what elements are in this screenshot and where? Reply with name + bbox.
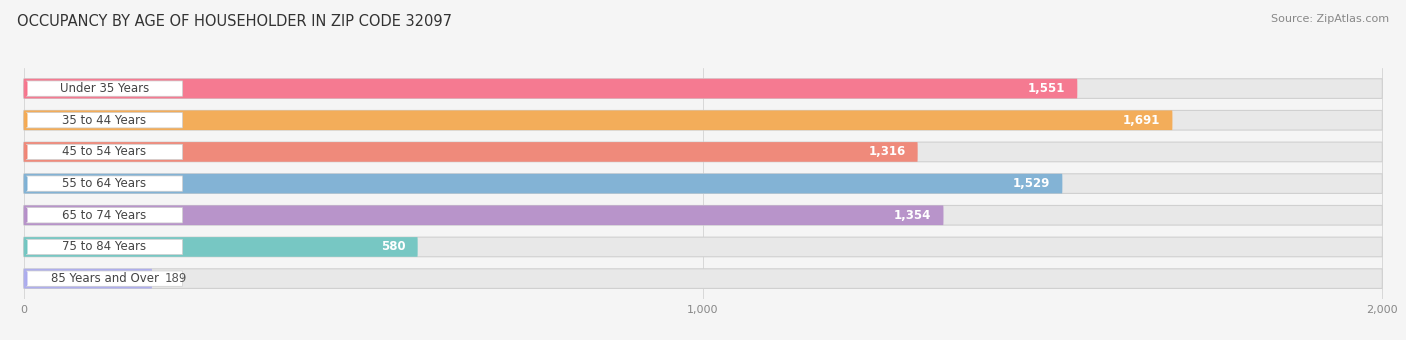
Text: 1,529: 1,529 (1012, 177, 1050, 190)
FancyBboxPatch shape (24, 174, 1063, 193)
FancyBboxPatch shape (24, 79, 1382, 98)
Text: 1,354: 1,354 (894, 209, 931, 222)
FancyBboxPatch shape (27, 176, 183, 191)
FancyBboxPatch shape (24, 205, 1382, 225)
FancyBboxPatch shape (24, 205, 943, 225)
Text: 35 to 44 Years: 35 to 44 Years (62, 114, 146, 127)
Text: 580: 580 (381, 240, 405, 253)
Text: OCCUPANCY BY AGE OF HOUSEHOLDER IN ZIP CODE 32097: OCCUPANCY BY AGE OF HOUSEHOLDER IN ZIP C… (17, 14, 451, 29)
FancyBboxPatch shape (24, 79, 1077, 98)
Text: 75 to 84 Years: 75 to 84 Years (62, 240, 146, 253)
FancyBboxPatch shape (24, 237, 418, 257)
Text: 65 to 74 Years: 65 to 74 Years (62, 209, 146, 222)
Text: 55 to 64 Years: 55 to 64 Years (62, 177, 146, 190)
FancyBboxPatch shape (27, 81, 183, 96)
FancyBboxPatch shape (24, 142, 1382, 162)
Text: Source: ZipAtlas.com: Source: ZipAtlas.com (1271, 14, 1389, 23)
FancyBboxPatch shape (27, 239, 183, 255)
FancyBboxPatch shape (27, 144, 183, 159)
FancyBboxPatch shape (24, 269, 1382, 288)
FancyBboxPatch shape (27, 113, 183, 128)
Text: 45 to 54 Years: 45 to 54 Years (62, 146, 146, 158)
FancyBboxPatch shape (27, 208, 183, 223)
FancyBboxPatch shape (24, 269, 152, 288)
FancyBboxPatch shape (27, 271, 183, 286)
Text: 1,551: 1,551 (1028, 82, 1066, 95)
Text: 1,316: 1,316 (868, 146, 905, 158)
FancyBboxPatch shape (24, 110, 1173, 130)
Text: 1,691: 1,691 (1123, 114, 1160, 127)
FancyBboxPatch shape (24, 237, 1382, 257)
FancyBboxPatch shape (24, 174, 1382, 193)
FancyBboxPatch shape (24, 142, 918, 162)
Text: 85 Years and Over: 85 Years and Over (51, 272, 159, 285)
Text: 189: 189 (165, 272, 187, 285)
FancyBboxPatch shape (24, 110, 1382, 130)
Text: Under 35 Years: Under 35 Years (60, 82, 149, 95)
